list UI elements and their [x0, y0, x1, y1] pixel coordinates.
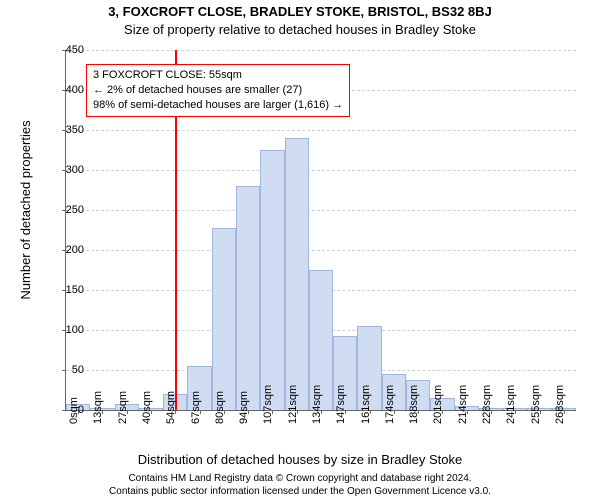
chart-title-line2: Size of property relative to detached ho… — [0, 22, 600, 37]
histogram-bar — [236, 186, 260, 410]
annotation-line1: 3 FOXCROFT CLOSE: 55sqm — [93, 68, 343, 83]
annotation-line2: ← 2% of detached houses are smaller (27) — [93, 83, 343, 98]
x-axis-label: Distribution of detached houses by size … — [0, 452, 600, 467]
gridline — [66, 130, 576, 131]
gridline — [66, 250, 576, 251]
footer-line2: Contains public sector information licen… — [0, 485, 600, 498]
gridline — [66, 210, 576, 211]
histogram-bar — [212, 228, 236, 410]
chart-title-line1: 3, FOXCROFT CLOSE, BRADLEY STOKE, BRISTO… — [0, 4, 600, 19]
histogram-bar — [260, 150, 284, 410]
gridline — [66, 50, 576, 51]
histogram-bar — [285, 138, 309, 410]
ytick-label: 350 — [44, 124, 84, 136]
annotation-box: 3 FOXCROFT CLOSE: 55sqm ← 2% of detached… — [86, 64, 350, 117]
y-axis-label: Number of detached properties — [18, 60, 33, 360]
footer-text: Contains HM Land Registry data © Crown c… — [0, 472, 600, 498]
ytick-label: 400 — [44, 84, 84, 96]
ytick-label: 300 — [44, 164, 84, 176]
chart-container: 3, FOXCROFT CLOSE, BRADLEY STOKE, BRISTO… — [0, 0, 600, 500]
footer-line1: Contains HM Land Registry data © Crown c… — [0, 472, 600, 485]
ytick-label: 100 — [44, 324, 84, 336]
ytick-label: 450 — [44, 44, 84, 56]
annotation-line3: 98% of semi-detached houses are larger (… — [93, 98, 343, 113]
plot-area: 3 FOXCROFT CLOSE: 55sqm ← 2% of detached… — [65, 50, 576, 411]
gridline — [66, 170, 576, 171]
ytick-label: 250 — [44, 204, 84, 216]
ytick-label: 50 — [44, 364, 84, 376]
ytick-label: 150 — [44, 284, 84, 296]
ytick-label: 200 — [44, 244, 84, 256]
